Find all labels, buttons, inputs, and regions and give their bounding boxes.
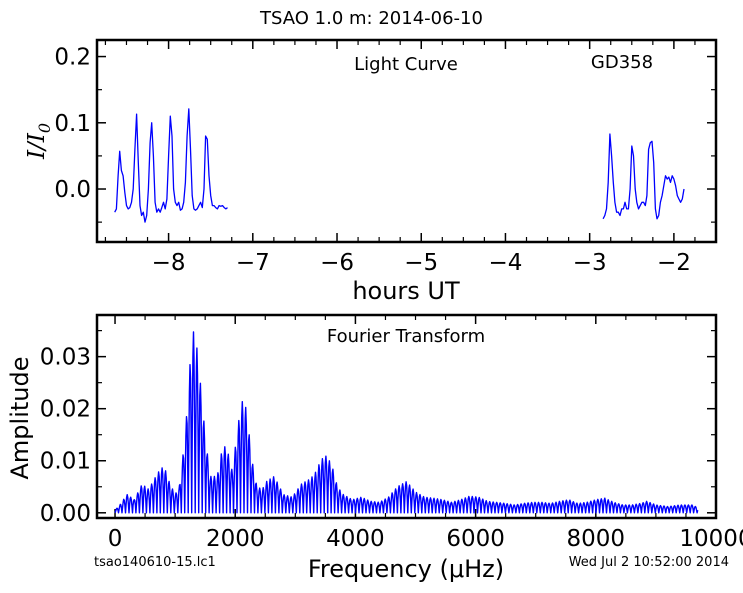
x-tick-label: 4000 xyxy=(326,526,385,552)
y-tick-label: 0.01 xyxy=(40,449,91,475)
fourier-frame xyxy=(95,313,718,520)
source-filename: tsao140610-15.lc1 xyxy=(94,555,216,570)
x-tick-label: −6 xyxy=(320,250,354,276)
light-curve-series-1 xyxy=(114,108,228,223)
x-tick-label: 6000 xyxy=(446,526,505,552)
y-tick-label: 0.00 xyxy=(40,501,91,527)
x-tick-label: −3 xyxy=(573,250,607,276)
x-tick-label: 0 xyxy=(108,526,123,552)
x-tick-label: −2 xyxy=(657,250,691,276)
x-tick-label: −4 xyxy=(489,250,523,276)
svg-text:I/I0: I/I0 xyxy=(24,123,54,160)
object-label: GD358 xyxy=(591,52,653,73)
x-tick-label: −7 xyxy=(236,250,270,276)
x-tick-label: −8 xyxy=(152,250,186,276)
y-tick-label: 0.2 xyxy=(54,45,91,71)
light-curve-lines xyxy=(114,108,685,223)
fourier-xlabel: Frequency (μHz) xyxy=(308,555,504,583)
timestamp: Wed Jul 2 10:52:00 2014 xyxy=(568,555,729,570)
light-curve-annotation: Light Curve xyxy=(354,54,458,75)
light-curve-series-2 xyxy=(602,133,685,220)
x-tick-label: −5 xyxy=(404,250,438,276)
y-tick-label: 0.0 xyxy=(54,177,91,203)
fourier-lines xyxy=(114,331,699,514)
fourier-ylabel: Amplitude xyxy=(6,357,34,480)
light-curve-xlabel: hours UT xyxy=(352,277,460,305)
fourier-series xyxy=(114,331,699,514)
y-tick-label: 0.03 xyxy=(40,345,91,371)
light-curve-frame xyxy=(95,38,718,244)
light-curve-panel: −8 −7 −6 −5 −4 −3 −2 0.0 0.1 0.2 Light Curve GD35… xyxy=(24,38,718,305)
y-tick-label: 0.1 xyxy=(54,111,91,137)
figure-title: TSAO 1.0 m: 2014-06-10 xyxy=(260,8,483,29)
fourier-annotation: Fourier Transform xyxy=(327,326,485,347)
light-curve-ylabel: I/I0 xyxy=(24,123,54,160)
y-tick-label: 0.02 xyxy=(40,397,91,423)
x-tick-label: 8000 xyxy=(567,526,626,552)
x-tick-label: 2000 xyxy=(206,526,265,552)
light-curve-ticks: −8 −7 −6 −5 −4 −3 −2 0.0 0.1 0.2 xyxy=(54,40,716,276)
